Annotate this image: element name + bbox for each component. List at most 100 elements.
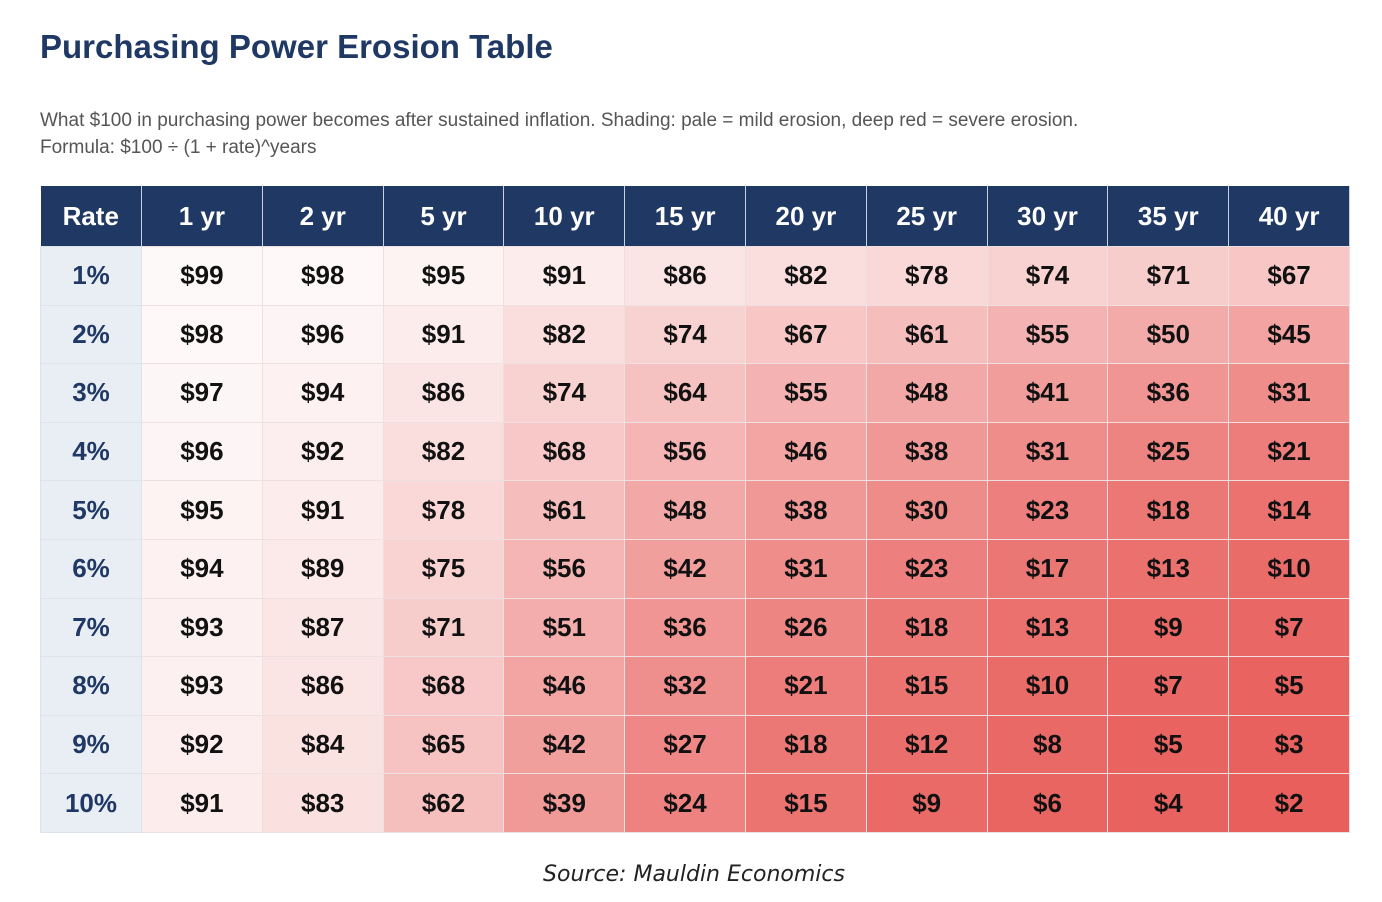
column-header: 10 yr [503, 186, 626, 247]
rate-cell: 6% [40, 538, 142, 599]
value-cell: $39 [503, 773, 626, 833]
value-cell: $12 [865, 714, 988, 775]
rate-cell: 1% [40, 246, 142, 306]
value-cell: $5 [1228, 656, 1350, 716]
value-cell: $42 [503, 714, 626, 775]
value-cell: $7 [1107, 656, 1230, 716]
erosion-table: Rate 1 yr 2 yr 5 yr 10 yr 15 yr 20 yr 25 yr 30 y… [40, 186, 1350, 833]
title: Purchasing Power Erosion Table [40, 28, 553, 65]
value-cell: $97 [141, 363, 263, 423]
value-cell: $82 [382, 421, 505, 482]
value-cell: $7 [1228, 597, 1350, 658]
value-cell: $18 [865, 597, 988, 658]
value-cell: $46 [503, 656, 626, 716]
value-cell: $94 [141, 538, 263, 599]
value-cell: $93 [141, 597, 263, 658]
value-cell: $9 [1107, 597, 1230, 658]
value-cell: $75 [382, 538, 505, 599]
value-cell: $74 [986, 246, 1109, 306]
value-cell: $95 [141, 480, 263, 540]
value-cell: $99 [141, 246, 263, 306]
column-header: Rate [40, 186, 142, 247]
value-cell: $10 [1228, 538, 1350, 599]
rate-cell: 2% [40, 304, 142, 365]
value-cell: $92 [261, 421, 384, 482]
column-header: 40 yr [1228, 186, 1350, 247]
value-cell: $23 [865, 538, 988, 599]
table-row: 1% $99 $98 $95 $91 $86 $82 $78 $74 $71 $67 [40, 246, 1350, 306]
column-header: 1 yr [141, 186, 263, 247]
value-cell: $14 [1228, 480, 1350, 540]
subtitle: Formula: $100 ÷ (1 + rate)^years [40, 137, 317, 158]
value-cell: $89 [261, 538, 384, 599]
value-cell: $64 [624, 363, 746, 423]
table-row: 7% $93 $87 $71 $51 $36 $26 $18 $13 $9 $7 [40, 597, 1350, 658]
value-cell: $32 [624, 656, 746, 716]
value-cell: $15 [865, 656, 988, 716]
value-cell: $38 [744, 480, 867, 540]
value-cell: $96 [261, 304, 384, 365]
value-cell: $41 [986, 363, 1109, 423]
rate-cell: 9% [40, 714, 142, 775]
column-header: 20 yr [745, 186, 867, 247]
value-cell: $67 [1228, 246, 1350, 306]
table-row: 5% $95 $91 $78 $61 $48 $38 $30 $23 $18 $14 [40, 480, 1350, 540]
value-cell: $18 [744, 714, 867, 775]
value-cell: $31 [744, 538, 867, 599]
value-cell: $74 [503, 363, 626, 423]
column-header: 35 yr [1107, 186, 1230, 247]
value-cell: $68 [382, 656, 505, 716]
table-row: 2% $98 $96 $91 $82 $74 $67 $61 $55 $50 $45 [40, 304, 1350, 365]
rate-cell: 3% [40, 363, 142, 423]
value-cell: $13 [1107, 538, 1230, 599]
column-header: 2 yr [262, 186, 384, 247]
value-cell: $65 [382, 714, 505, 775]
value-cell: $93 [141, 656, 263, 716]
value-cell: $82 [744, 246, 867, 306]
value-cell: $55 [744, 363, 867, 423]
value-cell: $61 [865, 304, 988, 365]
value-cell: $26 [744, 597, 867, 658]
value-cell: $86 [261, 656, 384, 716]
column-header: 25 yr [866, 186, 988, 247]
column-header: 5 yr [383, 186, 505, 247]
value-cell: $10 [986, 656, 1109, 716]
value-cell: $48 [865, 363, 988, 423]
value-cell: $9 [865, 773, 988, 833]
value-cell: $62 [382, 773, 505, 833]
value-cell: $15 [744, 773, 867, 833]
table-row: 6% $94 $89 $75 $56 $42 $31 $23 $17 $13 $10 [40, 538, 1350, 599]
rate-cell: 5% [40, 480, 142, 540]
table-row: 10% $91 $83 $62 $39 $24 $15 $9 $6 $4 $2 [40, 773, 1350, 833]
rate-cell: 7% [40, 597, 142, 658]
value-cell: $68 [503, 421, 626, 482]
value-cell: $87 [261, 597, 384, 658]
value-cell: $4 [1107, 773, 1230, 833]
value-cell: $27 [624, 714, 746, 775]
value-cell: $95 [382, 246, 505, 306]
table-row: 4% $96 $92 $82 $68 $56 $46 $38 $31 $25 $21 [40, 421, 1350, 482]
value-cell: $5 [1107, 714, 1230, 775]
value-cell: $25 [1107, 421, 1230, 482]
rate-cell: 4% [40, 421, 142, 482]
value-cell: $46 [744, 421, 867, 482]
table-row: 9% $92 $84 $65 $42 $27 $18 $12 $8 $5 $3 [40, 714, 1350, 775]
value-cell: $82 [503, 304, 626, 365]
value-cell: $55 [986, 304, 1109, 365]
column-header: 30 yr [987, 186, 1109, 247]
value-cell: $86 [624, 246, 746, 306]
value-cell: $91 [503, 246, 626, 306]
rate-cell: 8% [40, 656, 142, 716]
value-cell: $61 [503, 480, 626, 540]
value-cell: $83 [261, 773, 384, 833]
source: Source: Mauldin Economics [543, 862, 845, 887]
value-cell: $67 [744, 304, 867, 365]
value-cell: $91 [141, 773, 263, 833]
value-cell: $92 [141, 714, 263, 775]
value-cell: $38 [865, 421, 988, 482]
value-cell: $17 [986, 538, 1109, 599]
value-cell: $2 [1228, 773, 1350, 833]
value-cell: $36 [1107, 363, 1230, 423]
value-cell: $71 [1107, 246, 1230, 306]
